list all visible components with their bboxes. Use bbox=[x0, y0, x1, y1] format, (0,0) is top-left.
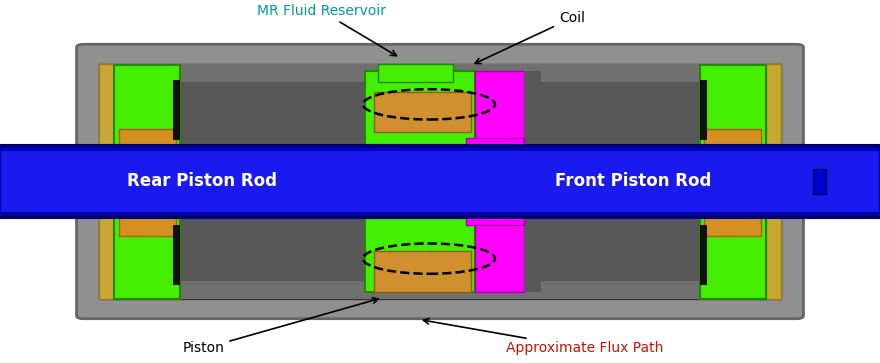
Bar bbox=[365, 71, 475, 145]
Bar bbox=[387, 149, 421, 214]
Bar bbox=[813, 169, 826, 194]
Text: Front Piston Rod: Front Piston Rod bbox=[555, 172, 712, 191]
Bar bbox=[0, 216, 880, 218]
Bar bbox=[700, 225, 707, 285]
Bar bbox=[99, 281, 781, 299]
Bar bbox=[704, 211, 761, 236]
Bar bbox=[173, 80, 180, 140]
Bar bbox=[173, 225, 180, 285]
Text: Approximate Flux Path: Approximate Flux Path bbox=[423, 318, 664, 355]
FancyBboxPatch shape bbox=[77, 44, 803, 319]
Bar bbox=[475, 71, 524, 292]
Bar bbox=[114, 65, 180, 154]
Bar bbox=[0, 144, 880, 147]
Bar bbox=[0, 144, 880, 151]
Bar bbox=[0, 212, 880, 218]
Bar bbox=[524, 71, 541, 292]
Bar bbox=[119, 129, 176, 154]
Bar bbox=[374, 251, 471, 292]
Bar bbox=[466, 138, 524, 225]
Bar bbox=[704, 129, 761, 154]
Bar bbox=[99, 64, 781, 82]
Bar bbox=[374, 91, 471, 132]
Text: Piston: Piston bbox=[182, 298, 378, 355]
Bar bbox=[766, 64, 781, 299]
Text: MR Fluid Reservoir: MR Fluid Reservoir bbox=[257, 4, 396, 56]
Text: Rear Piston Rod: Rear Piston Rod bbox=[128, 172, 277, 191]
Bar bbox=[0, 145, 880, 218]
Bar bbox=[378, 64, 453, 82]
Bar bbox=[700, 211, 766, 299]
Bar bbox=[114, 211, 180, 299]
Bar bbox=[700, 80, 707, 140]
Bar bbox=[99, 64, 114, 299]
Bar bbox=[99, 64, 781, 299]
Bar bbox=[119, 211, 176, 236]
Bar bbox=[365, 218, 475, 292]
Bar bbox=[700, 65, 766, 154]
Text: Coil: Coil bbox=[475, 11, 585, 64]
